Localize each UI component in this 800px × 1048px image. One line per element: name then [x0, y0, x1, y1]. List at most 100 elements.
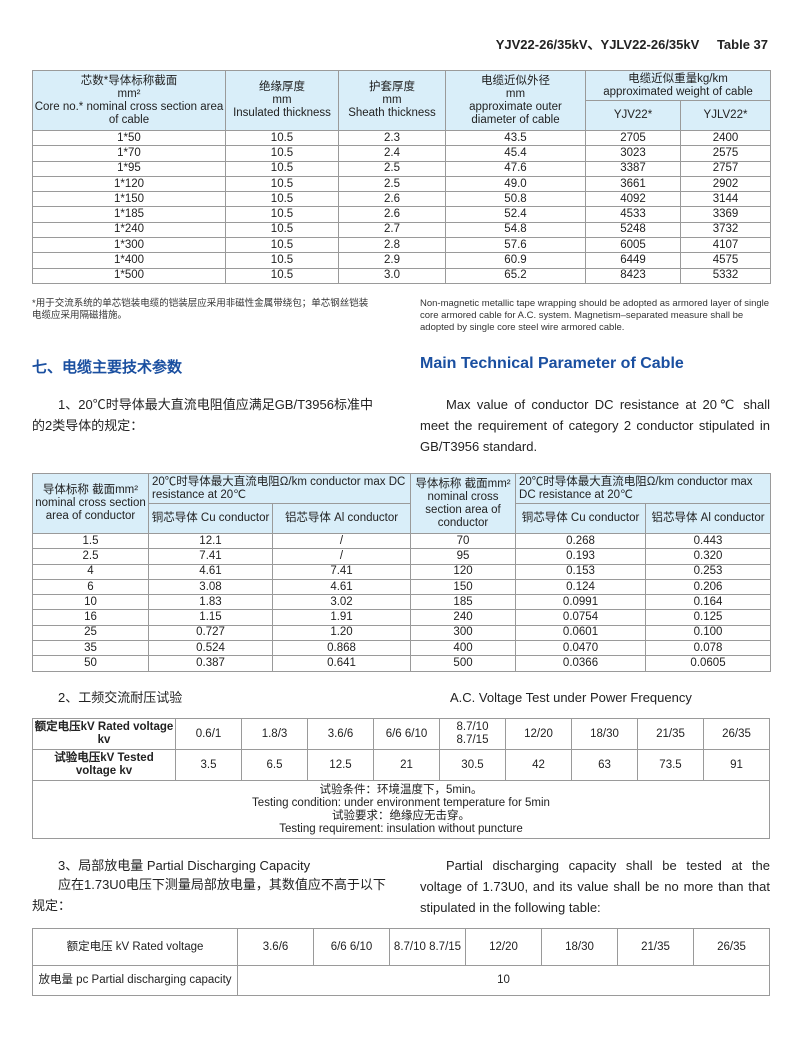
table-row: 1*50 10.5 2.3 43.5 2705 2400 — [32, 129, 771, 147]
rated-voltage-label: 额定电压kV Rated voltage kv — [32, 718, 176, 750]
table-row: 1*500 10.5 3.0 65.2 8423 5332 — [32, 267, 771, 284]
cu-left-cell: 4.61 — [148, 563, 273, 580]
al-left-cell: 1.91 — [271, 609, 412, 626]
insulation-cell: 10.5 — [225, 221, 339, 239]
diameter-cell: 45.4 — [445, 145, 586, 162]
cu-left-cell: 0.387 — [148, 655, 273, 672]
area-left-cell: 1.5 — [32, 532, 149, 550]
weight-yjlv22-cell: 2757 — [680, 160, 771, 177]
rated-voltage-cell: 21/35 — [637, 718, 704, 750]
weight-yjv22-cell: 5248 — [585, 221, 681, 239]
header-resistance-right: 20℃时导体最大直流电阻Ω/km conductor max DC resist… — [515, 473, 772, 504]
weight-yjlv22-cell: 4575 — [680, 252, 771, 269]
table-row: 1*185 10.5 2.6 52.4 4533 3369 — [32, 206, 771, 223]
sheath-cell: 2.4 — [338, 145, 446, 162]
cu-right-cell: 0.0470 — [515, 640, 647, 657]
rated-voltage-cell: 0.6/1 — [175, 718, 242, 750]
dc-resistance-table: 导体标称 截面mm² nominal cross section area of… — [32, 473, 772, 672]
al-right-cell: 0.164 — [645, 594, 772, 611]
sheath-cell: 2.7 — [338, 221, 446, 239]
cu-left-cell: 3.08 — [148, 578, 273, 596]
al-left-cell: / — [271, 532, 412, 550]
area-left-cell: 16 — [32, 609, 149, 626]
cu-right-cell: 0.124 — [515, 578, 647, 596]
diameter-cell: 60.9 — [445, 252, 586, 269]
insulation-cell: 10.5 — [225, 175, 339, 193]
tested-voltage-cell: 30.5 — [439, 749, 506, 781]
item1-en: Max value of conductor DC resistance at … — [420, 397, 770, 454]
al-right-cell: 0.125 — [645, 609, 772, 626]
insulation-cell: 10.5 — [225, 145, 339, 162]
table-row: 16 1.15 1.91 240 0.0754 0.125 — [32, 609, 772, 626]
table-row: 1*95 10.5 2.5 47.6 3387 2757 — [32, 160, 771, 177]
header-yjv22: YJV22* — [585, 100, 681, 131]
weight-yjlv22-cell: 5332 — [680, 267, 771, 284]
area-right-cell: 185 — [410, 594, 517, 611]
pd-capacity-value: 10 — [237, 965, 770, 996]
area-left-cell: 2.5 — [32, 548, 149, 565]
al-left-cell: / — [271, 548, 412, 565]
test-conditions: 试验条件：环境温度下，5min。 Testing condition: under… — [32, 780, 770, 839]
al-left-cell: 3.02 — [271, 594, 412, 611]
tested-voltage-cell: 6.5 — [241, 749, 308, 781]
core-section-cell: 1*500 — [32, 267, 226, 284]
diameter-cell: 52.4 — [445, 206, 586, 223]
header-resistance-left: 20℃时导体最大直流电阻Ω/km conductor max DC resist… — [147, 473, 412, 504]
al-left-cell: 4.61 — [271, 578, 412, 596]
table-row: 10 1.83 3.02 185 0.0991 0.164 — [32, 594, 772, 611]
weight-yjlv22-cell: 3732 — [680, 221, 771, 239]
cu-left-cell: 1.15 — [148, 609, 273, 626]
al-right-cell: 0.0605 — [645, 655, 772, 672]
header-cu-right: 铜芯导体 Cu conductor — [515, 503, 647, 534]
area-left-cell: 10 — [32, 594, 149, 611]
pd-rated-voltage-cell: 6/6 6/10 — [313, 928, 390, 966]
header-title: YJV22-26/35kV、YJLV22-26/35kV — [495, 37, 700, 52]
weight-yjlv22-cell: 2400 — [680, 129, 771, 147]
tested-voltage-cell: 63 — [571, 749, 638, 781]
header-al-right: 铝芯导体 Al conductor — [645, 503, 772, 534]
core-section-cell: 1*300 — [32, 237, 226, 254]
weight-yjv22-cell: 3387 — [585, 160, 681, 177]
item3-title: 3、局部放电量 Partial Discharging Capacity — [58, 858, 311, 873]
pd-rated-voltage-cell: 21/35 — [617, 928, 694, 966]
item3-en: Partial discharging capacity shall be te… — [420, 858, 770, 915]
weight-yjv22-cell: 6005 — [585, 237, 681, 254]
al-left-cell: 0.641 — [271, 655, 412, 672]
header-weight: 电缆近似重量kg/km approximated weight of cable — [585, 70, 771, 101]
cu-right-cell: 0.153 — [515, 563, 647, 580]
core-section-cell: 1*400 — [32, 252, 226, 269]
weight-yjlv22-cell: 3369 — [680, 206, 771, 223]
core-section-cell: 1*50 — [32, 129, 226, 147]
rated-voltage-cell: 26/35 — [703, 718, 770, 750]
tested-voltage-cell: 73.5 — [637, 749, 704, 781]
insulation-cell: 10.5 — [225, 267, 339, 284]
cable-weight-table: 芯数*导体标称截面 mm² Core no.* nominal cross sect… — [32, 70, 771, 284]
al-right-cell: 0.253 — [645, 563, 772, 580]
area-right-cell: 240 — [410, 609, 517, 626]
rated-voltage-cell: 8.7/10 8.7/15 — [439, 718, 506, 750]
weight-yjlv22-cell: 2575 — [680, 145, 771, 162]
diameter-cell: 43.5 — [445, 129, 586, 147]
rated-voltage-cell: 1.8/3 — [241, 718, 308, 750]
rated-voltage-cell: 6/6 6/10 — [373, 718, 440, 750]
header-insulation: 绝缘厚度 mm Insulated thickness — [225, 70, 339, 131]
rated-voltage-cell: 18/30 — [571, 718, 638, 750]
weight-yjlv22-cell: 4107 — [680, 237, 771, 254]
area-right-cell: 150 — [410, 578, 517, 596]
al-right-cell: 0.078 — [645, 640, 772, 657]
tested-voltage-cell: 12.5 — [307, 749, 374, 781]
section-title-cn: 七、电缆主要技术参数 — [32, 359, 183, 376]
rated-voltage-cell: 12/20 — [505, 718, 572, 750]
diameter-cell: 50.8 — [445, 191, 586, 208]
note-en: Non-magnetic metallic tape wrapping shou… — [420, 298, 770, 333]
sheath-cell: 2.6 — [338, 206, 446, 223]
table-row: 4 4.61 7.41 120 0.153 0.253 — [32, 563, 772, 580]
area-left-cell: 4 — [32, 563, 149, 580]
table-row: 1*400 10.5 2.9 60.9 6449 4575 — [32, 252, 771, 269]
item2-cn: 2、工频交流耐压试验 — [58, 690, 183, 705]
insulation-cell: 10.5 — [225, 160, 339, 177]
sheath-cell: 2.8 — [338, 237, 446, 254]
insulation-cell: 10.5 — [225, 237, 339, 254]
pd-rated-voltage-cell: 12/20 — [465, 928, 542, 966]
pd-rated-voltage-cell: 3.6/6 — [237, 928, 314, 966]
